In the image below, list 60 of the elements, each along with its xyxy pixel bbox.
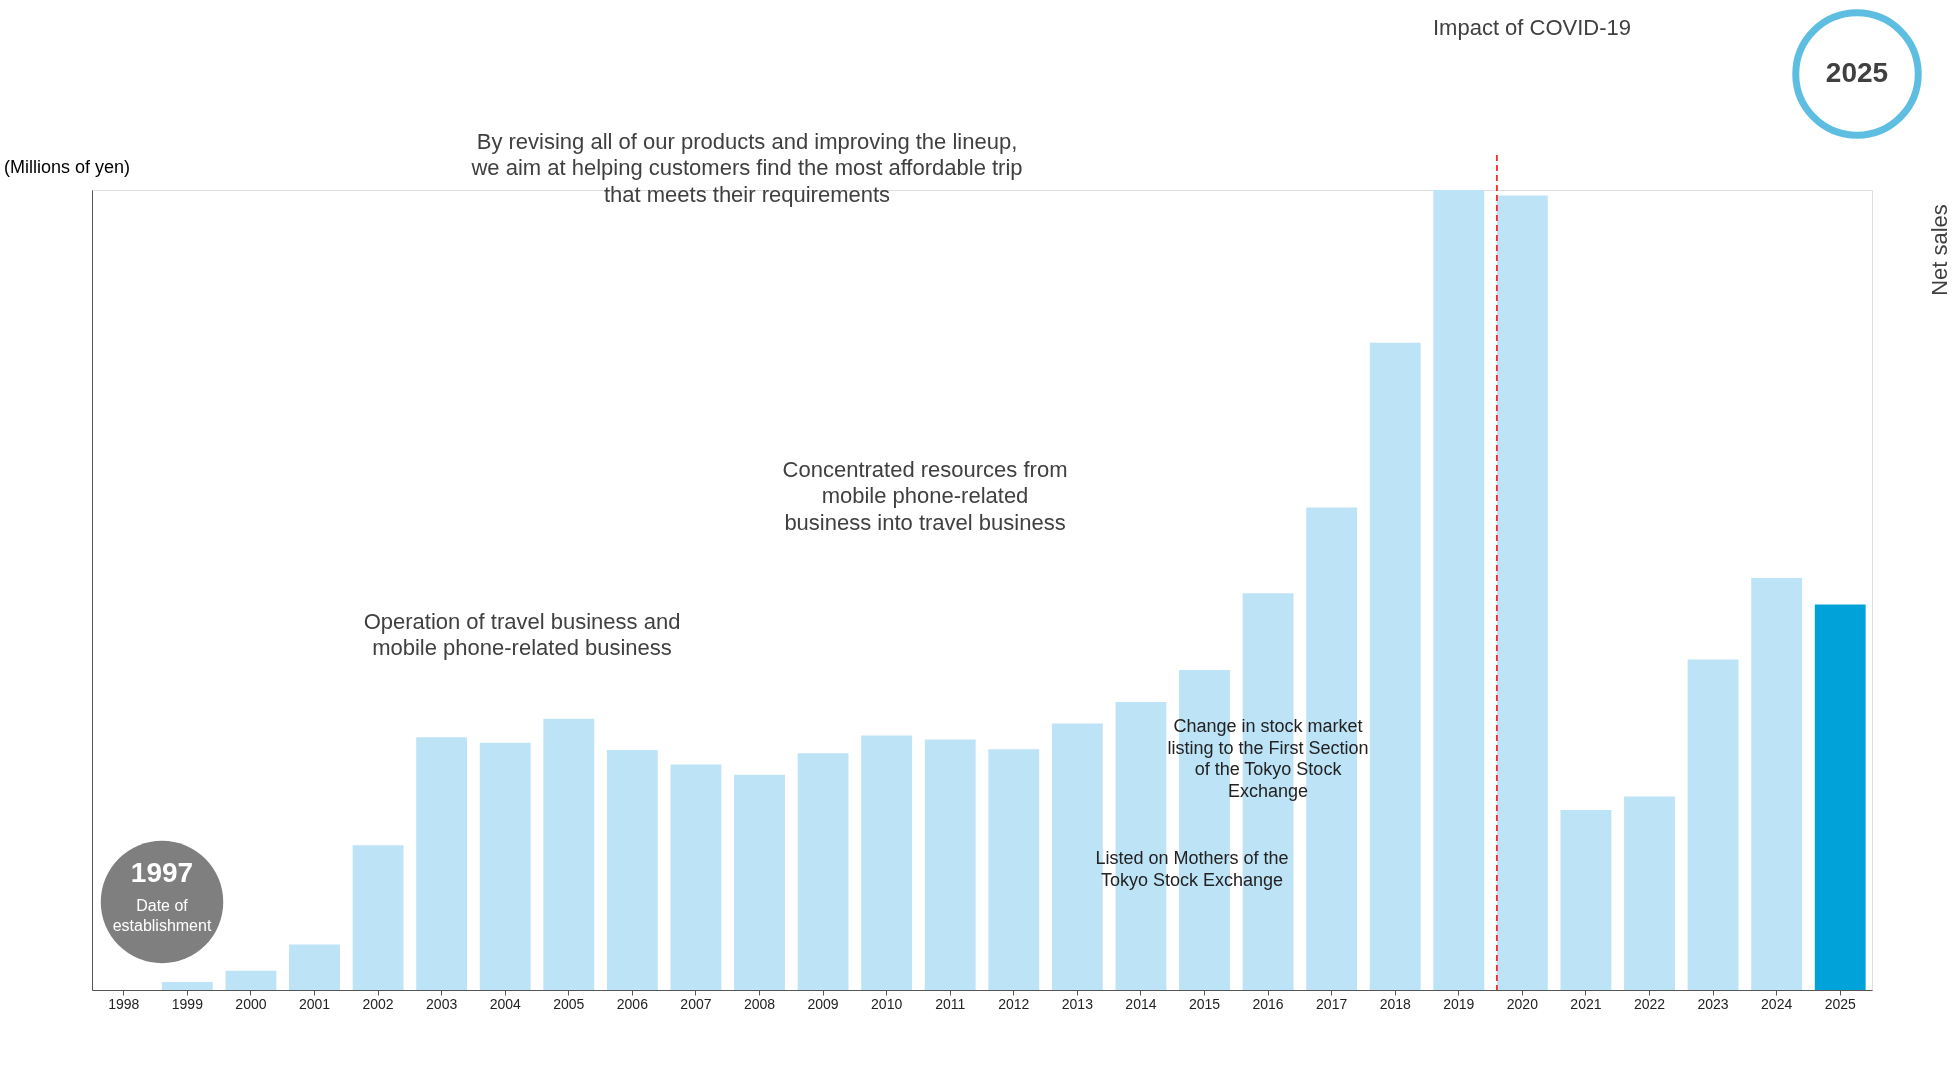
x-tick-label: 2007 — [680, 995, 712, 1012]
x-tick-label: 2021 — [1570, 995, 1602, 1012]
bar — [479, 742, 531, 990]
x-tick-label: 2024 — [1761, 995, 1793, 1012]
bar — [670, 764, 722, 990]
x-tick-label: 2016 — [1252, 995, 1284, 1012]
x-tick-label: 2014 — [1125, 995, 1157, 1012]
bar — [1814, 604, 1866, 990]
annotation: Listed on Mothers of the Tokyo Stock Exchange — [1095, 848, 1289, 890]
text: Impact of COVID-19 — [1432, 15, 1632, 40]
y-axis-title: (Millions of yen) — [4, 157, 131, 177]
bar — [289, 944, 340, 990]
x-tick-label: 2025 — [1824, 995, 1856, 1012]
bar — [416, 737, 468, 990]
bar — [161, 982, 213, 990]
x-tick-label: 2012 — [998, 995, 1030, 1012]
annotation: Change in stock market listing to the First Section of the Tokyo Stock Exchange — [1167, 716, 1369, 801]
x-tick-label: 2004 — [489, 995, 521, 1012]
bar — [606, 750, 658, 990]
annotation: By revising all of our products and improving the lineup, we aim at helping customers find the most affordable trip that meets their requirements — [470, 129, 1023, 207]
x-tick-label: 2006 — [616, 995, 649, 1012]
x-tick-label: 2020 — [1506, 995, 1539, 1012]
x-tick-label: 2017 — [1316, 995, 1348, 1012]
bar — [1560, 810, 1612, 990]
bar — [734, 774, 785, 990]
bar — [1687, 659, 1739, 990]
bar — [1624, 796, 1675, 990]
x-tick-label: 2010 — [871, 995, 903, 1012]
bar — [543, 718, 595, 990]
x-tick-label: 1999 — [171, 995, 204, 1012]
x-tick-label: 2019 — [1443, 995, 1475, 1012]
bar — [352, 845, 404, 990]
bar — [924, 739, 976, 990]
annotation: Concentrated resources from mobile phone-related business into travel business — [782, 457, 1068, 535]
x-tick-label: 2023 — [1697, 995, 1729, 1012]
x-tick-label: 2015 — [1188, 995, 1221, 1012]
bar — [988, 749, 1040, 990]
bar — [225, 970, 277, 990]
x-tick-label: 2000 — [235, 995, 267, 1012]
annotation: 1997 Date of establishment — [112, 857, 212, 934]
x-tick-label: 2003 — [426, 995, 458, 1012]
x-tick-label: 1998 — [108, 995, 140, 1012]
x-tick-label: 2013 — [1061, 995, 1094, 1012]
annotation: Operation of travel business and mobile phone-related business — [363, 609, 681, 661]
x-tick-label: 2002 — [362, 995, 394, 1012]
bar — [797, 753, 849, 990]
x-tick-label: 2022 — [1633, 995, 1666, 1012]
bar — [1751, 578, 1803, 990]
text: 2025 — [1825, 57, 1889, 88]
bar — [861, 735, 913, 990]
bar — [1433, 190, 1485, 990]
y2-axis-title: Net sales — [1927, 204, 1952, 296]
x-tick-label: 2018 — [1379, 995, 1411, 1012]
x-tick-label: 2008 — [743, 995, 776, 1012]
x-tick-label: 2009 — [807, 995, 839, 1012]
x-tick-label: 2011 — [935, 995, 966, 1012]
bar — [1496, 195, 1548, 990]
bar — [1369, 342, 1421, 990]
x-tick-label: 2001 — [298, 995, 331, 1012]
x-tick-label: 2005 — [553, 995, 585, 1012]
